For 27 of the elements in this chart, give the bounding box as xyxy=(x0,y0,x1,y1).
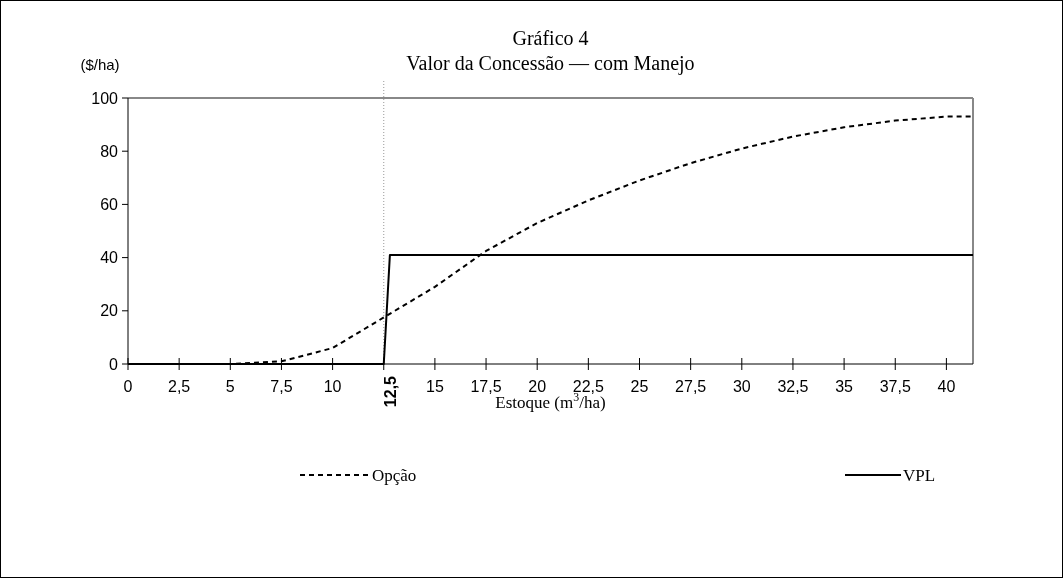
x-tick-label: 30 xyxy=(732,378,751,395)
x-tick-label: 10 xyxy=(323,378,342,395)
x-tick-label: 37,5 xyxy=(879,378,911,395)
y-tick-label: 0 xyxy=(109,355,119,373)
x-tick-label: 35 xyxy=(835,378,854,395)
x-tick-label: 20 xyxy=(528,378,547,395)
y-tick-label: 80 xyxy=(100,142,119,160)
x-tick-label: 25 xyxy=(630,378,649,395)
x-tick-label: 15 xyxy=(426,378,444,395)
chart-title: Gráfico 4 xyxy=(512,27,589,49)
y-axis-title: ($/ha) xyxy=(80,56,120,73)
legend-label: Opção xyxy=(372,465,417,485)
ref-line-label: 12,5 xyxy=(381,375,399,408)
x-tick-label: 40 xyxy=(937,378,956,395)
y-tick-label: 100 xyxy=(91,89,119,107)
x-tick-label: 27,5 xyxy=(675,378,707,395)
x-tick-label: 5 xyxy=(225,378,235,395)
x-tick-label: 32,5 xyxy=(777,378,809,395)
y-tick-label: 40 xyxy=(100,249,119,267)
x-tick-label: 7,5 xyxy=(270,378,293,395)
legend-label: VPL xyxy=(903,465,936,485)
y-tick-label: 20 xyxy=(100,302,119,320)
y-tick-label: 60 xyxy=(100,196,119,213)
x-tick-label: 0 xyxy=(123,378,133,395)
chart-subtitle: Valor da Concessão — com Manejo xyxy=(406,52,695,75)
x-tick-label: 17,5 xyxy=(470,378,502,395)
x-tick-label: 2,5 xyxy=(168,378,191,395)
